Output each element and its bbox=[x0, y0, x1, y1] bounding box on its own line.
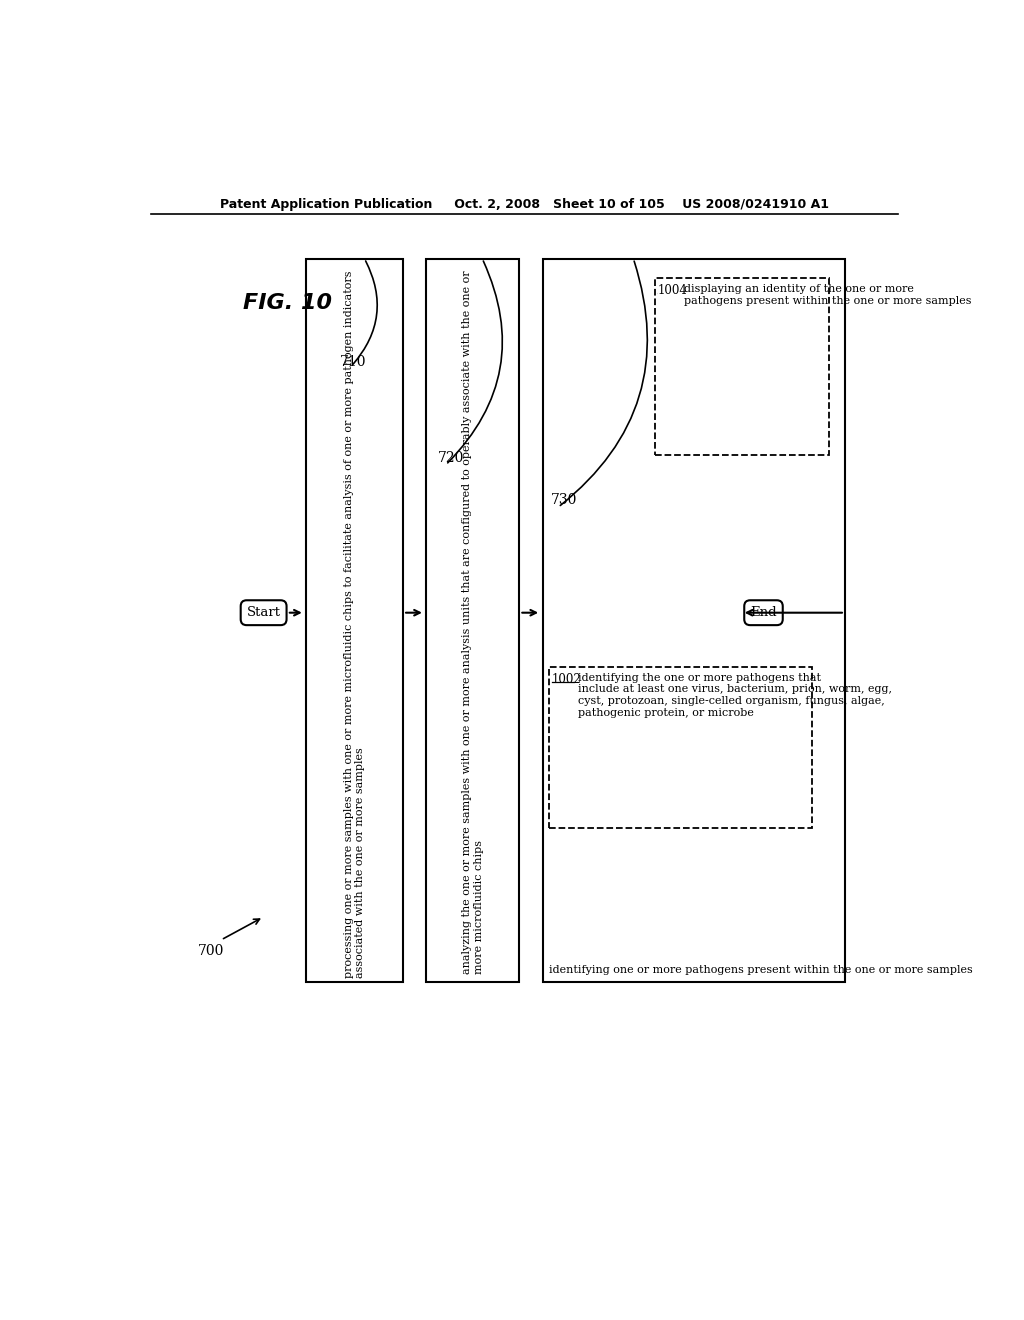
Text: identifying the one or more pathogens that
include at least one virus, bacterium: identifying the one or more pathogens th… bbox=[579, 673, 892, 718]
Bar bbox=[655, 277, 829, 455]
Text: displaying an identity of the one or more
pathogens present within the one or mo: displaying an identity of the one or mor… bbox=[684, 284, 972, 305]
Text: 1002: 1002 bbox=[552, 673, 582, 686]
Text: FIG. 10: FIG. 10 bbox=[243, 293, 332, 313]
Text: Patent Application Publication     Oct. 2, 2008   Sheet 10 of 105    US 2008/024: Patent Application Publication Oct. 2, 2… bbox=[220, 198, 829, 211]
Text: 720: 720 bbox=[438, 451, 464, 465]
Bar bbox=[426, 259, 519, 982]
Bar bbox=[543, 259, 845, 982]
Bar bbox=[549, 667, 812, 829]
Text: Start: Start bbox=[247, 606, 281, 619]
Text: identifying one or more pathogens present within the one or more samples: identifying one or more pathogens presen… bbox=[549, 965, 973, 974]
Text: processing one or more samples with one or more microfluidic chips to facilitate: processing one or more samples with one … bbox=[344, 271, 366, 978]
Text: 700: 700 bbox=[198, 944, 224, 958]
Text: 730: 730 bbox=[550, 494, 577, 507]
Text: analyzing the one or more samples with one or more analysis units that are confi: analyzing the one or more samples with o… bbox=[462, 271, 483, 974]
Bar bbox=[306, 259, 403, 982]
Text: End: End bbox=[751, 606, 777, 619]
Text: 1004: 1004 bbox=[658, 284, 688, 297]
Text: 710: 710 bbox=[340, 355, 366, 368]
